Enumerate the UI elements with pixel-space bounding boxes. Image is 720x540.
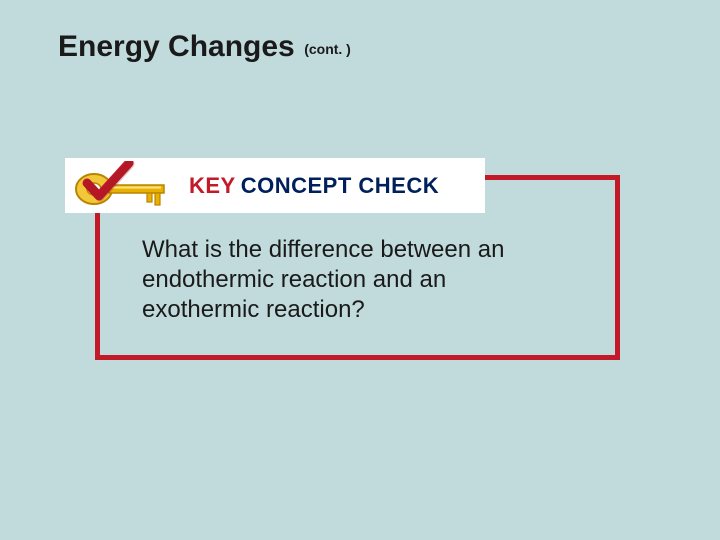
badge-key-text: KEY: [189, 173, 236, 198]
badge-label: KEY CONCEPT CHECK: [189, 173, 439, 199]
title-main: Energy Changes: [58, 30, 295, 63]
concept-question: What is the difference between an endoth…: [142, 235, 570, 325]
key-concept-box: KEY CONCEPT CHECK What is the difference…: [95, 175, 620, 360]
key-checkmark-icon: [69, 161, 179, 211]
title-suffix: (cont. ): [304, 41, 351, 57]
slide-title: Energy Changes (cont. ): [58, 30, 351, 64]
badge-concept-text: CONCEPT CHECK: [241, 173, 439, 198]
key-concept-badge: KEY CONCEPT CHECK: [65, 158, 485, 213]
